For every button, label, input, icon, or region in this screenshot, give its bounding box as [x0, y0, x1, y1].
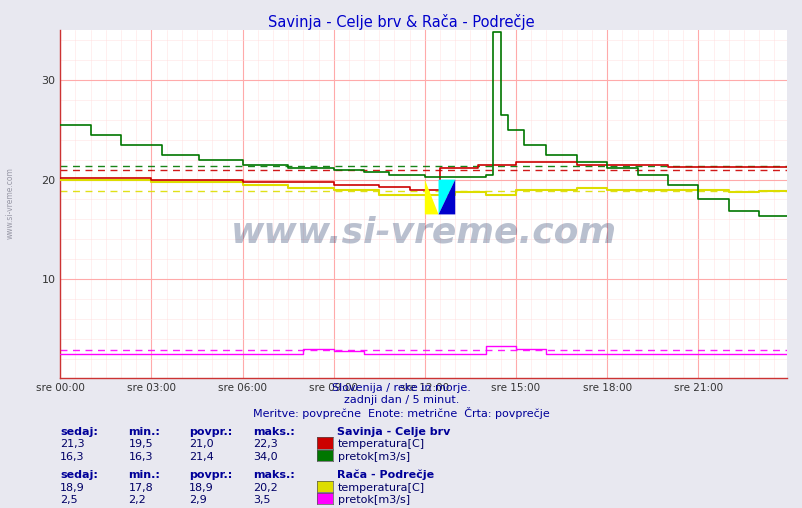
- Text: Rača - Podrečje: Rača - Podrečje: [337, 470, 434, 481]
- Text: Slovenija / reke in morje.: Slovenija / reke in morje.: [332, 383, 470, 393]
- Text: Savinja - Celje brv: Savinja - Celje brv: [337, 427, 450, 437]
- Text: 18,9: 18,9: [60, 483, 85, 493]
- Text: 16,3: 16,3: [60, 452, 85, 462]
- Text: 2,2: 2,2: [128, 495, 146, 505]
- Text: min.:: min.:: [128, 470, 160, 480]
- Text: 16,3: 16,3: [128, 452, 153, 462]
- Text: 22,3: 22,3: [253, 439, 277, 450]
- Text: www.si-vreme.com: www.si-vreme.com: [230, 215, 616, 249]
- Text: pretok[m3/s]: pretok[m3/s]: [338, 452, 410, 462]
- Text: 18,9: 18,9: [188, 483, 213, 493]
- Text: temperatura[C]: temperatura[C]: [338, 439, 424, 450]
- Text: 21,0: 21,0: [188, 439, 213, 450]
- Polygon shape: [424, 180, 438, 214]
- Text: maks.:: maks.:: [253, 470, 294, 480]
- Text: 19,5: 19,5: [128, 439, 153, 450]
- Text: 3,5: 3,5: [253, 495, 270, 505]
- Text: 21,3: 21,3: [60, 439, 85, 450]
- Text: www.si-vreme.com: www.si-vreme.com: [6, 167, 15, 239]
- Text: 20,2: 20,2: [253, 483, 277, 493]
- Text: Savinja - Celje brv & Rača - Podrečje: Savinja - Celje brv & Rača - Podrečje: [268, 14, 534, 30]
- Text: 34,0: 34,0: [253, 452, 277, 462]
- Text: 2,5: 2,5: [60, 495, 78, 505]
- Text: sedaj:: sedaj:: [60, 470, 98, 480]
- Text: maks.:: maks.:: [253, 427, 294, 437]
- Text: povpr.:: povpr.:: [188, 470, 232, 480]
- Text: povpr.:: povpr.:: [188, 427, 232, 437]
- Polygon shape: [438, 180, 455, 214]
- Text: 2,9: 2,9: [188, 495, 206, 505]
- Text: min.:: min.:: [128, 427, 160, 437]
- Polygon shape: [438, 180, 455, 214]
- Text: 21,4: 21,4: [188, 452, 213, 462]
- Text: sedaj:: sedaj:: [60, 427, 98, 437]
- Text: zadnji dan / 5 minut.: zadnji dan / 5 minut.: [343, 395, 459, 405]
- Text: 17,8: 17,8: [128, 483, 153, 493]
- Text: temperatura[C]: temperatura[C]: [338, 483, 424, 493]
- Text: pretok[m3/s]: pretok[m3/s]: [338, 495, 410, 505]
- Text: Meritve: povprečne  Enote: metrične  Črta: povprečje: Meritve: povprečne Enote: metrične Črta:…: [253, 407, 549, 419]
